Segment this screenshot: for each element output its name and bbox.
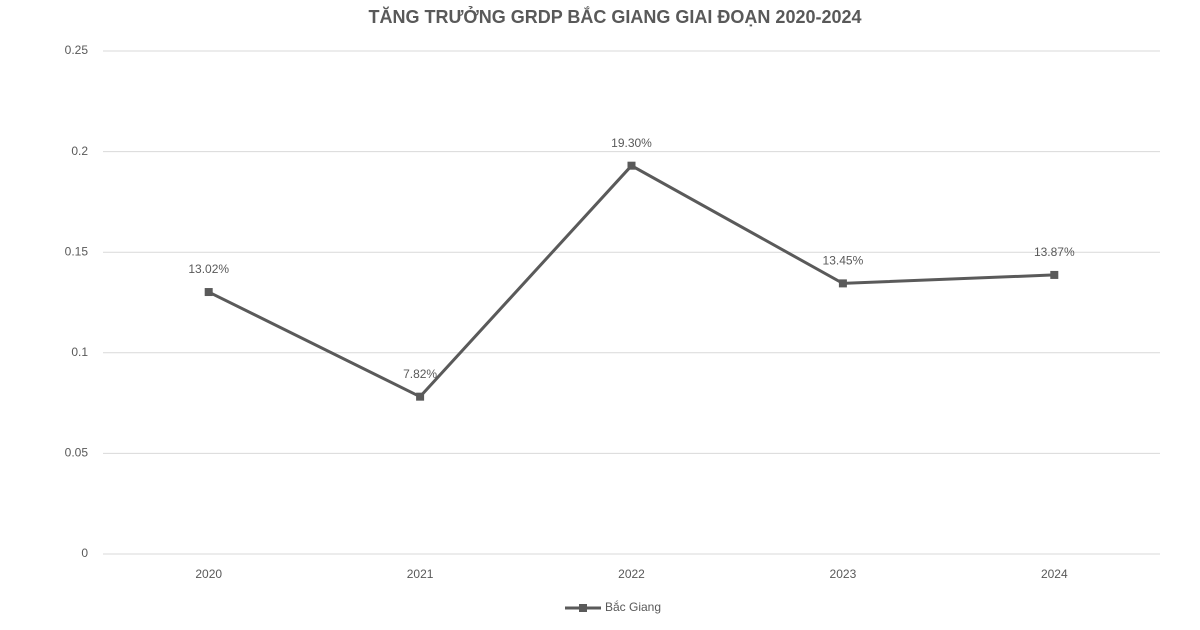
- legend-marker: [579, 604, 587, 612]
- y-tick-label: 0.2: [71, 144, 88, 158]
- data-point: [838, 279, 847, 288]
- y-tick-label: 0.1: [71, 345, 88, 359]
- legend-label: Bắc Giang: [605, 599, 661, 614]
- y-tick-label: 0: [81, 546, 88, 560]
- data-label: 7.82%: [403, 367, 437, 381]
- data-point: [204, 288, 213, 297]
- data-label: 19.30%: [611, 136, 652, 150]
- data-point: [627, 161, 636, 170]
- data-label: 13.87%: [1034, 245, 1075, 259]
- chart-title: TĂNG TRƯỞNG GRDP BẮC GIANG GIAI ĐOẠN 202…: [368, 6, 861, 27]
- x-tick-label: 2022: [618, 567, 645, 581]
- y-tick-label: 0.15: [65, 244, 89, 258]
- x-tick-label: 2023: [830, 567, 857, 581]
- y-tick-label: 0.25: [65, 43, 89, 57]
- x-tick-label: 2021: [407, 567, 434, 581]
- data-point: [416, 392, 425, 401]
- data-label: 13.02%: [188, 262, 229, 276]
- y-tick-label: 0.05: [65, 446, 89, 460]
- x-tick-label: 2024: [1041, 567, 1068, 581]
- data-point: [1050, 270, 1059, 279]
- data-label: 13.45%: [823, 254, 864, 268]
- x-tick-label: 2020: [195, 567, 222, 581]
